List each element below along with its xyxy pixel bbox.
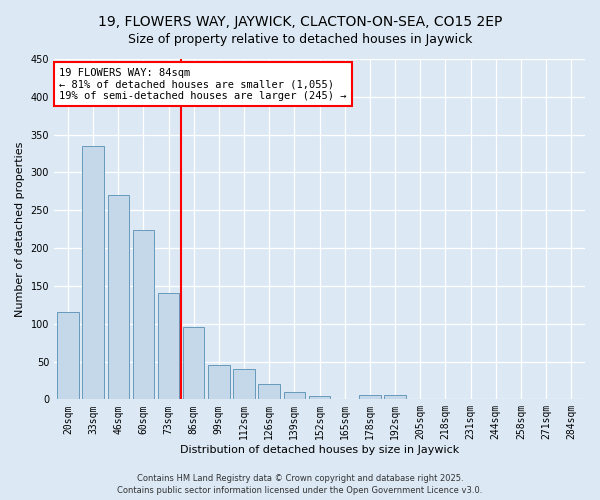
Bar: [107, 195, 129, 400]
Text: 19, FLOWERS WAY, JAYWICK, CLACTON-ON-SEA, CO15 2EP: 19, FLOWERS WAY, JAYWICK, CLACTON-ON-SEA…: [98, 15, 502, 29]
Bar: [560, 398, 582, 400]
Bar: [57, 312, 79, 400]
Bar: [309, 396, 330, 400]
Text: Size of property relative to detached houses in Jaywick: Size of property relative to detached ho…: [128, 32, 472, 46]
X-axis label: Distribution of detached houses by size in Jaywick: Distribution of detached houses by size …: [180, 445, 459, 455]
Bar: [133, 230, 154, 400]
Bar: [183, 328, 205, 400]
Bar: [284, 392, 305, 400]
Text: Contains HM Land Registry data © Crown copyright and database right 2025.
Contai: Contains HM Land Registry data © Crown c…: [118, 474, 482, 495]
Bar: [233, 369, 255, 400]
Bar: [158, 292, 179, 400]
Bar: [385, 395, 406, 400]
Bar: [82, 146, 104, 400]
Bar: [208, 366, 230, 400]
Y-axis label: Number of detached properties: Number of detached properties: [15, 142, 25, 317]
Bar: [359, 395, 380, 400]
Text: 19 FLOWERS WAY: 84sqm
← 81% of detached houses are smaller (1,055)
19% of semi-d: 19 FLOWERS WAY: 84sqm ← 81% of detached …: [59, 68, 347, 100]
Bar: [259, 384, 280, 400]
